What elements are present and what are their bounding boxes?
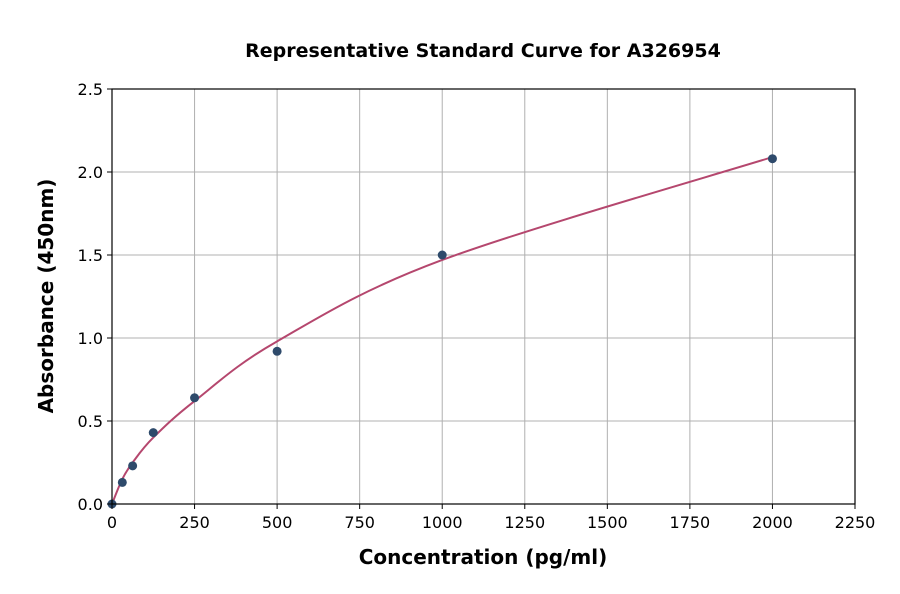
data-point	[117, 477, 127, 487]
y-tick-label: 0.5	[78, 412, 103, 431]
y-axis-label: Absorbance (450nm)	[34, 179, 58, 414]
data-point	[190, 393, 200, 403]
x-tick-label: 500	[262, 513, 293, 532]
x-tick-label: 1250	[504, 513, 545, 532]
fit-curve-group	[111, 156, 773, 505]
y-tick-label: 2.0	[78, 163, 103, 182]
fit-curve	[111, 156, 773, 505]
y-tick-label: 1.0	[78, 329, 103, 348]
x-axis-label: Concentration (pg/ml)	[359, 545, 608, 569]
x-tick-label: 2250	[835, 513, 876, 532]
y-axis: 0.0 0.5 1.0 1.5 2.0 2.5	[78, 80, 112, 514]
data-points	[107, 154, 777, 509]
x-tick-label: 1750	[670, 513, 711, 532]
x-tick-label: 0	[107, 513, 117, 532]
y-tick-label: 2.5	[78, 80, 103, 99]
x-tick-label: 1500	[587, 513, 628, 532]
data-point	[272, 346, 282, 356]
data-point	[128, 461, 138, 471]
y-tick-label: 0.0	[78, 495, 103, 514]
x-tick-label: 750	[344, 513, 375, 532]
chart-title: Representative Standard Curve for A32695…	[245, 40, 721, 62]
x-tick-label: 1000	[422, 513, 463, 532]
x-tick-label: 2000	[752, 513, 793, 532]
data-point	[437, 250, 447, 260]
grid	[111, 88, 856, 505]
y-tick-label: 1.5	[78, 246, 103, 265]
data-point	[767, 154, 777, 164]
plot-frame	[111, 88, 856, 505]
data-point	[148, 428, 158, 438]
x-tick-label: 250	[179, 513, 210, 532]
x-axis: 0 250 500 750 1000 1250 1500 1750 2000 2250	[107, 504, 875, 532]
